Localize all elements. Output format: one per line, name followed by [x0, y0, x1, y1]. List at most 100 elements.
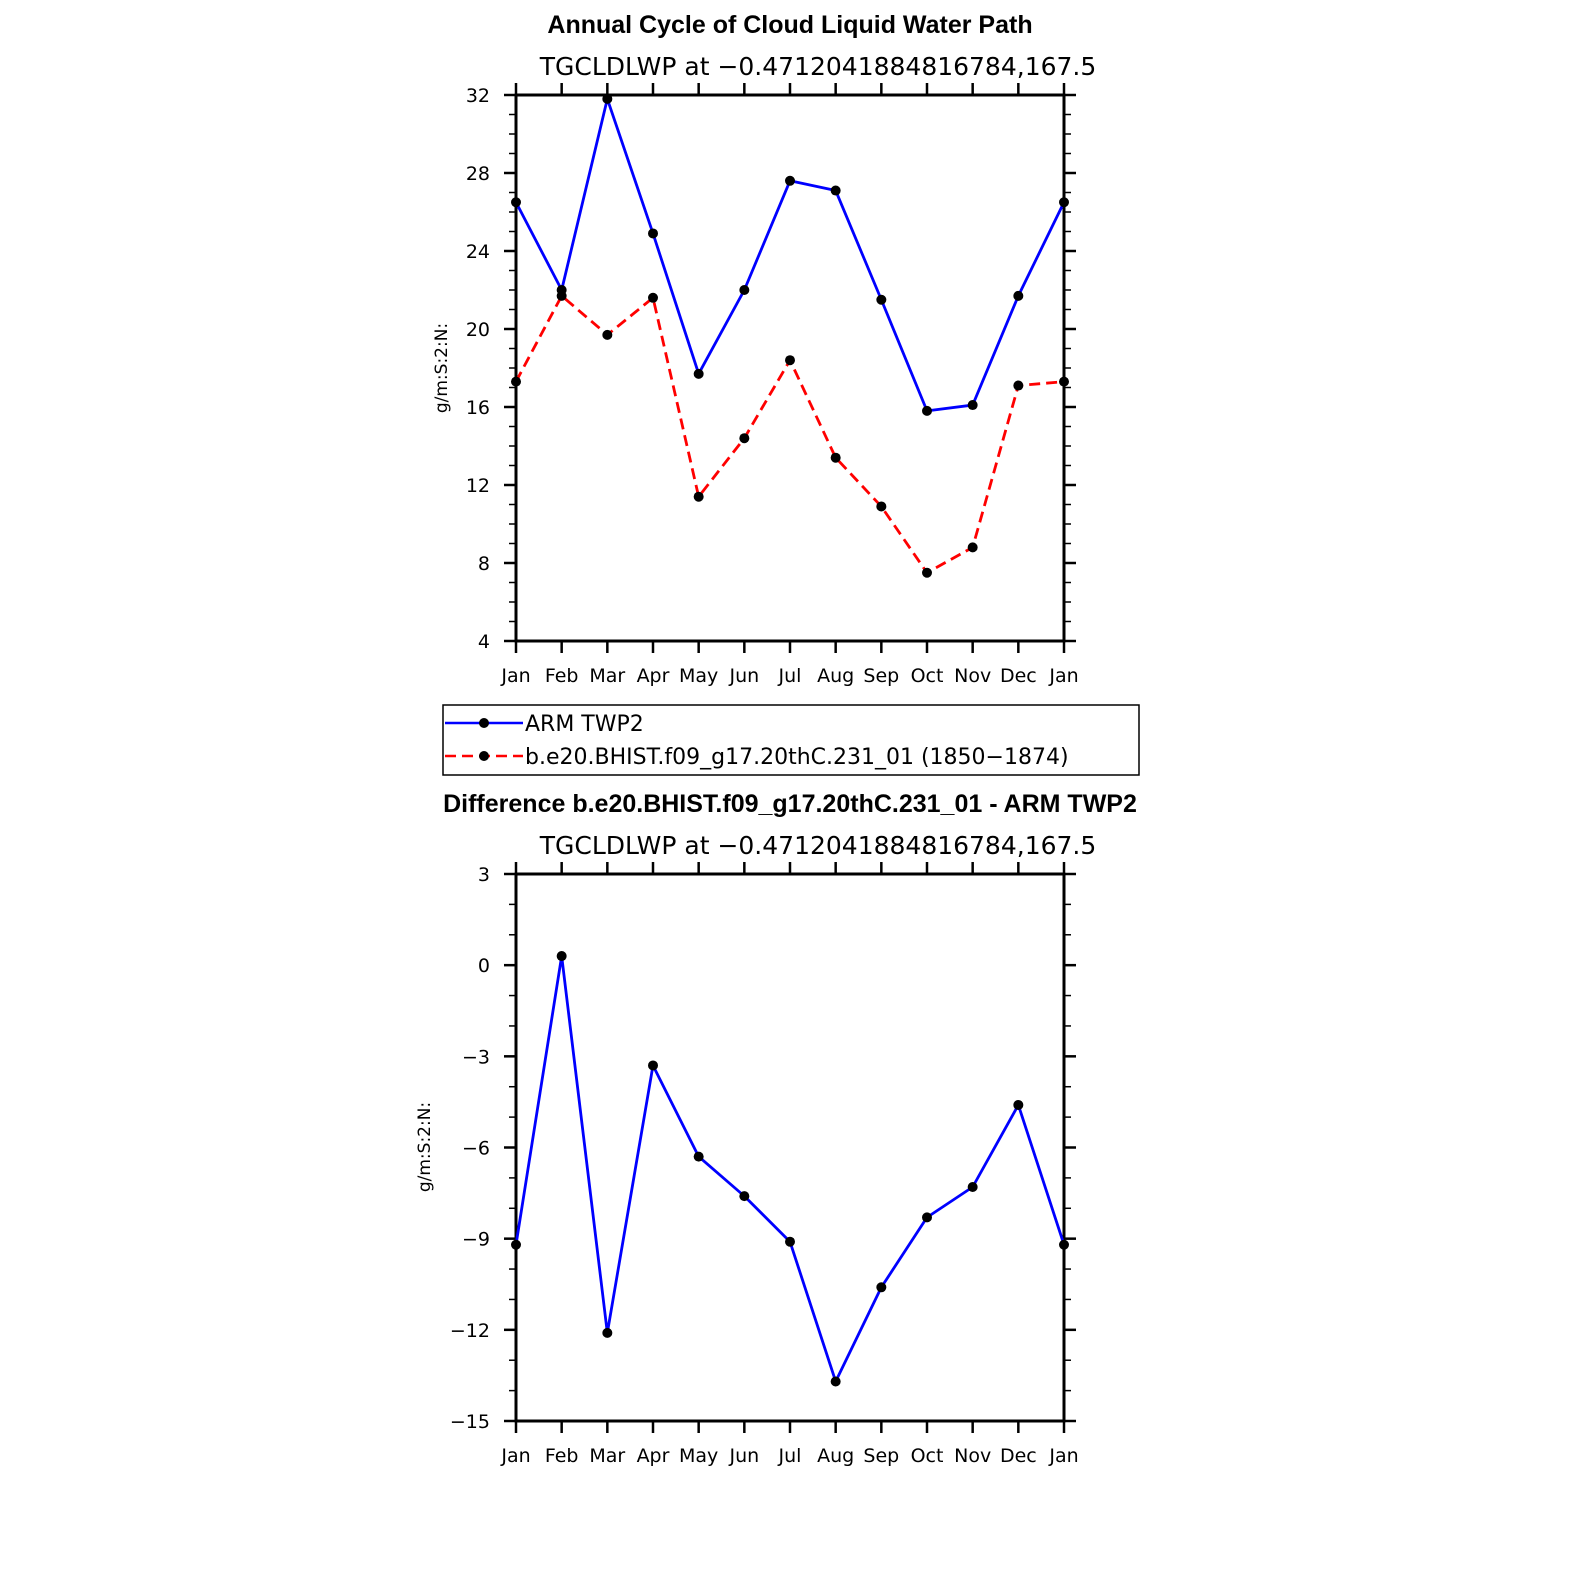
data-point-0 — [830, 185, 841, 196]
data-point-1 — [876, 501, 887, 512]
y-tick-label: −9 — [462, 1229, 490, 1251]
data-point-0 — [1059, 197, 1069, 208]
data-point-1 — [556, 290, 567, 301]
data-point-1 — [922, 567, 932, 578]
data-point-0 — [922, 1212, 932, 1223]
chart-subtitle: TGCLDLWP at −0.4712041884816784,167.5 — [539, 52, 1097, 81]
x-tick-label: Dec — [1000, 665, 1037, 687]
data-point-1 — [1013, 380, 1024, 391]
x-tick-label: Mar — [589, 665, 625, 687]
data-point-0 — [876, 294, 887, 305]
x-tick-label: Apr — [637, 1445, 670, 1467]
data-point-1 — [785, 355, 795, 366]
data-point-0 — [967, 400, 978, 411]
data-point-0 — [693, 1151, 704, 1162]
data-point-0 — [830, 1376, 841, 1387]
legend-marker-model — [479, 751, 489, 761]
x-tick-label: Oct — [911, 1445, 944, 1467]
x-tick-label: Dec — [1000, 1445, 1037, 1467]
data-point-0 — [785, 175, 795, 186]
data-point-0 — [693, 368, 704, 379]
data-point-0 — [648, 1060, 658, 1071]
data-point-0 — [648, 228, 658, 239]
legend: ARM TWP2 b.e20.BHIST.f09_g17.20thC.231_0… — [442, 704, 1140, 776]
x-tick-label: Mar — [589, 1445, 625, 1467]
x-tick-label: Jun — [728, 665, 759, 687]
legend-label-arm: ARM TWP2 — [525, 712, 644, 737]
series-line-1 — [514, 294, 1065, 575]
x-tick-label: Sep — [863, 1445, 899, 1467]
y-tick-label: 12 — [466, 475, 490, 497]
y-tick-label: 16 — [466, 397, 490, 419]
x-tick-label: Jan — [500, 1445, 530, 1467]
annual-cycle-panel: Annual Cycle of Cloud Liquid Water Path … — [432, 11, 1096, 687]
x-tick-label: Feb — [545, 1445, 579, 1467]
data-point-0 — [967, 1182, 978, 1193]
chart-subtitle: TGCLDLWP at −0.4712041884816784,167.5 — [539, 831, 1097, 860]
data-point-1 — [511, 376, 521, 387]
y-tick-label: 4 — [478, 631, 490, 653]
legend-marker-arm — [479, 718, 489, 728]
y-tick-label: 32 — [466, 85, 490, 107]
y-tick-label: −6 — [462, 1138, 490, 1160]
x-tick-label: Jul — [778, 665, 802, 687]
y-tick-label: 0 — [478, 955, 490, 977]
y-tick-label: −15 — [450, 1411, 490, 1433]
annual-cycle-plot-area: Jan Feb Mar Apr May Jun Jul Aug Sep Oct Nov Dec Jan 4… — [466, 83, 1079, 687]
y-tick-label: 24 — [466, 241, 490, 263]
data-point-1 — [693, 491, 704, 502]
y-axis-label: g/m:S:2:N: — [432, 323, 452, 413]
y-tick-label: 3 — [478, 864, 490, 886]
x-tick-label: Feb — [545, 665, 579, 687]
plot-frame — [514, 872, 1066, 1423]
data-point-0 — [511, 197, 521, 208]
x-tick-label: Nov — [954, 665, 991, 687]
legend-entry-model: b.e20.BHIST.f09_g17.20thC.231_01 (1850−1… — [445, 745, 1069, 770]
data-point-0 — [511, 1239, 521, 1250]
data-point-1 — [830, 452, 841, 463]
x-tick-label: May — [679, 665, 718, 687]
legend-entry-arm: ARM TWP2 — [445, 712, 644, 737]
data-point-1 — [648, 292, 658, 303]
x-tick-label: Aug — [817, 1445, 854, 1467]
chart-title: Annual Cycle of Cloud Liquid Water Path — [547, 11, 1032, 39]
x-tick-label: Jan — [1048, 665, 1078, 687]
x-tick-label: Jan — [1048, 1445, 1078, 1467]
legend-box — [442, 704, 1140, 776]
y-tick-label: −12 — [450, 1320, 490, 1342]
difference-plot-area: Jan Feb Mar Apr May Jun Jul Aug Sep Oct Nov Dec Jan−… — [450, 862, 1079, 1467]
data-point-1 — [602, 329, 613, 340]
data-point-1 — [739, 433, 750, 444]
x-tick-label: Apr — [637, 665, 670, 687]
data-point-1 — [1059, 376, 1069, 387]
x-tick-label: Jul — [778, 1445, 802, 1467]
y-tick-label: 8 — [478, 553, 490, 575]
data-point-0 — [785, 1236, 795, 1247]
data-point-0 — [876, 1282, 887, 1293]
y-tick-label: −3 — [462, 1046, 490, 1068]
data-point-0 — [556, 951, 567, 962]
y-tick-label: 20 — [466, 319, 490, 341]
y-axis-label: g/m:S:2:N: — [415, 1102, 435, 1192]
x-tick-label: Jun — [728, 1445, 759, 1467]
data-point-0 — [1013, 290, 1024, 301]
series-line-0 — [514, 954, 1066, 1383]
x-tick-label: Nov — [954, 1445, 991, 1467]
difference-panel: Difference b.e20.BHIST.f09_g17.20thC.231… — [415, 790, 1137, 1467]
data-point-0 — [1059, 1239, 1069, 1250]
data-point-0 — [739, 1191, 750, 1202]
data-point-0 — [739, 285, 750, 295]
x-tick-label: May — [679, 1445, 718, 1467]
y-tick-label: 28 — [466, 163, 490, 185]
x-tick-label: Sep — [863, 665, 899, 687]
data-point-1 — [967, 542, 978, 553]
data-point-0 — [602, 93, 613, 104]
data-point-0 — [1013, 1099, 1024, 1110]
legend-label-model: b.e20.BHIST.f09_g17.20thC.231_01 (1850−1… — [525, 745, 1069, 770]
x-tick-label: Aug — [817, 665, 854, 687]
x-tick-label: Jan — [500, 665, 530, 687]
x-tick-label: Oct — [911, 665, 944, 687]
data-point-0 — [602, 1327, 613, 1338]
chart-title: Difference b.e20.BHIST.f09_g17.20thC.231… — [443, 790, 1137, 818]
